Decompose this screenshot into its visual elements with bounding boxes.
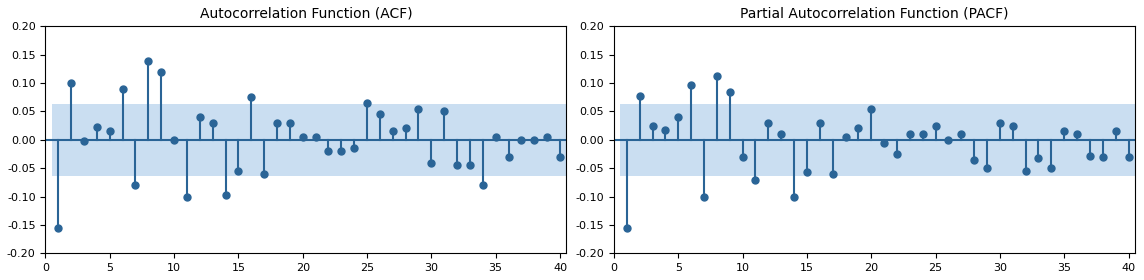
Title: Partial Autocorrelation Function (PACF): Partial Autocorrelation Function (PACF) <box>740 7 1009 21</box>
Title: Autocorrelation Function (ACF): Autocorrelation Function (ACF) <box>199 7 412 21</box>
